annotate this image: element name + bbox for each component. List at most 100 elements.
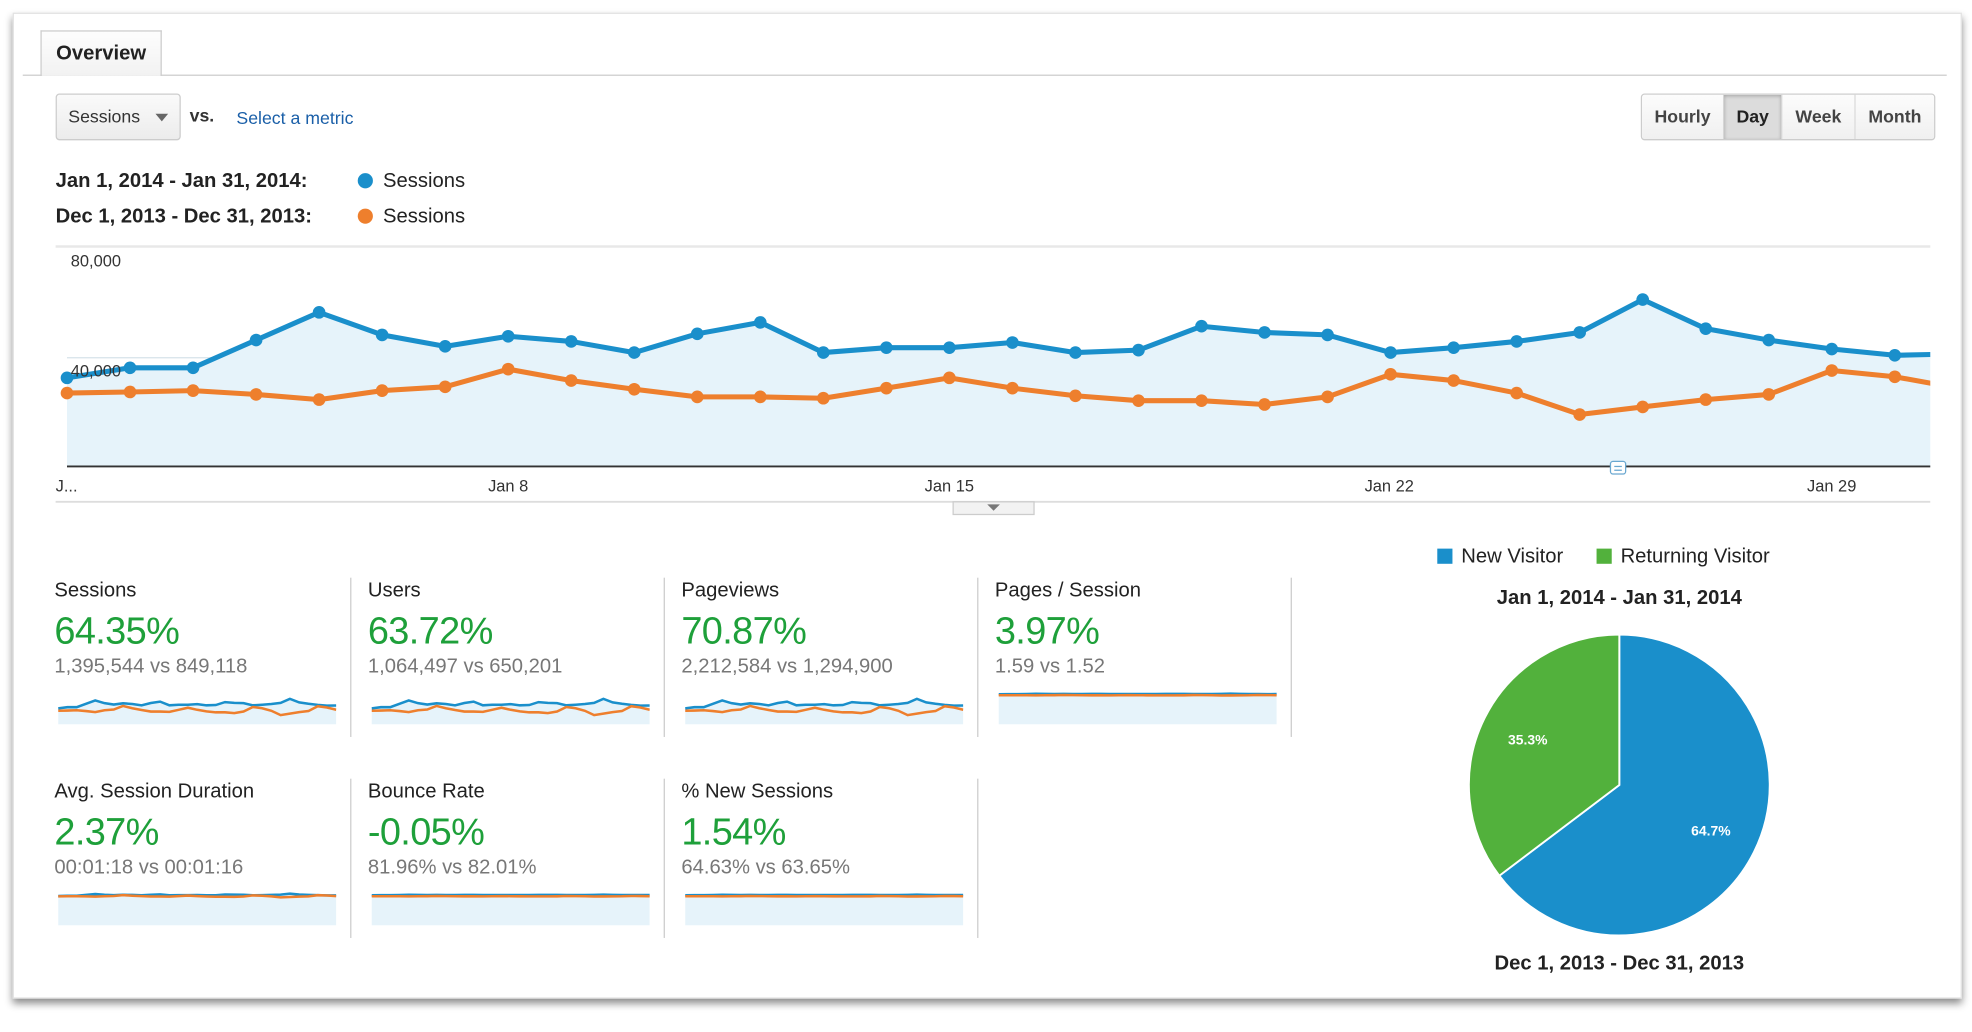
scorecard-new-sessions[interactable]: % New Sessions 1.54% 64.63% vs 63.65% <box>681 781 978 926</box>
sparkline <box>58 892 337 926</box>
data-point[interactable] <box>1888 348 1902 362</box>
data-point[interactable] <box>1762 333 1776 347</box>
sparkline-area <box>371 894 650 926</box>
data-point[interactable] <box>60 386 74 400</box>
data-point[interactable] <box>249 333 263 347</box>
scorecard-pages-session[interactable]: Pages / Session 3.97% 1.59 vs 1.52 <box>995 580 1292 725</box>
data-point[interactable] <box>564 374 578 387</box>
data-point[interactable] <box>249 388 263 401</box>
data-point[interactable] <box>1952 382 1965 395</box>
pie-slice-label: 35.3% <box>1508 731 1547 747</box>
scorecard-avg-session-duration[interactable]: Avg. Session Duration 2.37% 00:01:18 vs … <box>54 781 351 926</box>
data-point[interactable] <box>943 371 956 385</box>
data-point[interactable] <box>1132 394 1145 408</box>
metric-select[interactable]: Sessions <box>55 93 181 141</box>
data-point[interactable] <box>1069 389 1082 403</box>
data-point[interactable] <box>753 316 767 329</box>
data-point[interactable] <box>1321 390 1334 404</box>
pie-slice-label: 64.7% <box>1691 823 1730 839</box>
sparkline <box>371 697 650 725</box>
data-point[interactable] <box>1258 398 1271 411</box>
data-point[interactable] <box>186 384 200 397</box>
data-point[interactable] <box>1699 393 1713 406</box>
pie-slice-returning-visitor[interactable] <box>1467 633 1621 878</box>
series-dot-icon <box>357 208 373 224</box>
data-point[interactable] <box>817 346 830 359</box>
collapse-handle[interactable] <box>952 501 1035 516</box>
data-point[interactable] <box>1510 335 1523 348</box>
data-point[interactable] <box>1447 341 1460 355</box>
data-point[interactable] <box>627 382 641 396</box>
sparkline-current <box>685 697 964 710</box>
data-point[interactable] <box>690 327 704 341</box>
pie-legend-new: New Visitor <box>1437 546 1563 569</box>
data-point[interactable] <box>1952 348 1965 361</box>
data-point[interactable] <box>1699 322 1713 335</box>
data-point[interactable] <box>1384 367 1397 381</box>
annotation-icon[interactable] <box>1609 460 1627 475</box>
hourly-button[interactable]: Hourly <box>1642 94 1725 140</box>
data-point[interactable] <box>1762 388 1776 401</box>
scorecard-users[interactable]: Users 63.72% 1,064,497 vs 650,201 <box>367 580 665 725</box>
data-point[interactable] <box>1321 328 1334 342</box>
scorecard-divider <box>977 577 979 737</box>
scorecard-divider <box>663 577 665 737</box>
data-point[interactable] <box>943 341 956 355</box>
data-point[interactable] <box>880 341 893 355</box>
data-point[interactable] <box>753 390 767 404</box>
data-point[interactable] <box>501 329 515 343</box>
data-point[interactable] <box>123 361 137 375</box>
scorecard-bounce-rate[interactable]: Bounce Rate -0.05% 81.96% vs 82.01% <box>368 781 665 926</box>
scorecard-sessions[interactable]: Sessions 64.35% 1,395,544 vs 849,118 <box>54 580 351 725</box>
data-point[interactable] <box>1636 293 1650 306</box>
sessions-line-chart[interactable]: 80,000 40,000 J... Jan 8 Jan 15 Jan 22 J… <box>0 234 1972 525</box>
data-point[interactable] <box>1825 342 1839 356</box>
data-point[interactable] <box>375 328 389 342</box>
legend-square-icon <box>1596 548 1612 564</box>
data-point[interactable] <box>123 385 137 399</box>
data-point[interactable] <box>1636 400 1650 414</box>
data-point[interactable] <box>564 335 578 348</box>
data-point[interactable] <box>1006 381 1019 395</box>
data-point[interactable] <box>1573 408 1586 421</box>
data-point[interactable] <box>1258 326 1271 339</box>
week-button[interactable]: Week <box>1782 94 1856 140</box>
data-point[interactable] <box>312 393 326 406</box>
data-point[interactable] <box>1447 374 1460 387</box>
data-point[interactable] <box>375 384 389 397</box>
data-point[interactable] <box>1195 394 1208 408</box>
data-point[interactable] <box>501 362 515 376</box>
legend-label: New Visitor <box>1461 546 1564 568</box>
data-point[interactable] <box>438 340 452 353</box>
scorecard-pageviews[interactable]: Pageviews 70.87% 2,212,584 vs 1,294,900 <box>681 580 978 725</box>
tab-overview[interactable]: Overview <box>40 30 162 76</box>
data-point[interactable] <box>1510 386 1523 400</box>
scorecard-title: Users <box>367 580 421 602</box>
data-point[interactable] <box>690 390 704 404</box>
scorecard-compare: 1,064,497 vs 650,201 <box>367 656 563 678</box>
pie-slice-new-visitor[interactable] <box>1497 633 1771 937</box>
data-point[interactable] <box>60 371 74 385</box>
data-point[interactable] <box>438 380 452 394</box>
month-button[interactable]: Month <box>1855 94 1935 140</box>
select-metric-link[interactable]: Select a metric <box>236 107 354 128</box>
data-point[interactable] <box>1384 346 1397 359</box>
data-point[interactable] <box>312 306 326 319</box>
data-point[interactable] <box>1573 326 1586 339</box>
data-point[interactable] <box>817 391 830 405</box>
day-button[interactable]: Day <box>1724 94 1783 140</box>
legend-series: Sessions <box>383 170 466 193</box>
data-point[interactable] <box>1006 336 1019 349</box>
x-tick-label: Jan 22 <box>1365 478 1414 496</box>
data-point[interactable] <box>1825 364 1839 377</box>
data-point[interactable] <box>1132 343 1145 357</box>
data-point[interactable] <box>1888 370 1902 384</box>
data-point[interactable] <box>627 346 641 359</box>
visitor-pie-chart[interactable]: 64.7% 35.3% <box>1454 619 1785 950</box>
tab-divider <box>22 74 1947 76</box>
legend-square-icon <box>1437 548 1453 564</box>
data-point[interactable] <box>1069 346 1082 359</box>
data-point[interactable] <box>186 361 200 375</box>
data-point[interactable] <box>1195 319 1208 333</box>
data-point[interactable] <box>880 381 893 395</box>
